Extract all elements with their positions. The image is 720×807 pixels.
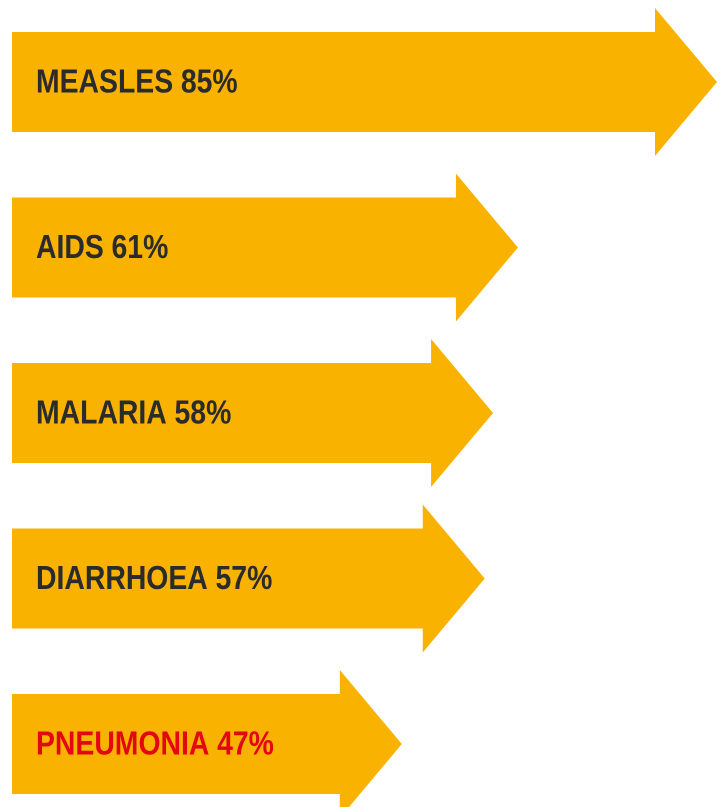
- value-label: 85%: [181, 63, 238, 101]
- bar-label: DIARRHOEA 57%: [36, 559, 272, 597]
- value-label: 47%: [217, 725, 274, 763]
- bar-label: MALARIA 58%: [36, 394, 231, 432]
- arrow-bar: [12, 8, 717, 156]
- category-label: MALARIA: [36, 394, 167, 432]
- arrow-bar: [12, 339, 494, 487]
- category-label: DIARRHOEA: [36, 559, 208, 597]
- bar-label: PNEUMONIA 47%: [36, 725, 274, 763]
- bar-label: AIDS 61%: [36, 228, 168, 266]
- value-label: 58%: [175, 394, 232, 432]
- category-label: PNEUMONIA: [36, 725, 209, 763]
- value-label: 61%: [112, 228, 169, 266]
- category-label: MEASLES: [36, 63, 173, 101]
- arrow-bar: [12, 670, 402, 807]
- value-label: 57%: [216, 559, 273, 597]
- arrow-bar: [12, 173, 518, 322]
- bar-label: MEASLES 85%: [36, 63, 238, 101]
- category-label: AIDS: [36, 228, 104, 266]
- arrow-bar: [12, 504, 485, 653]
